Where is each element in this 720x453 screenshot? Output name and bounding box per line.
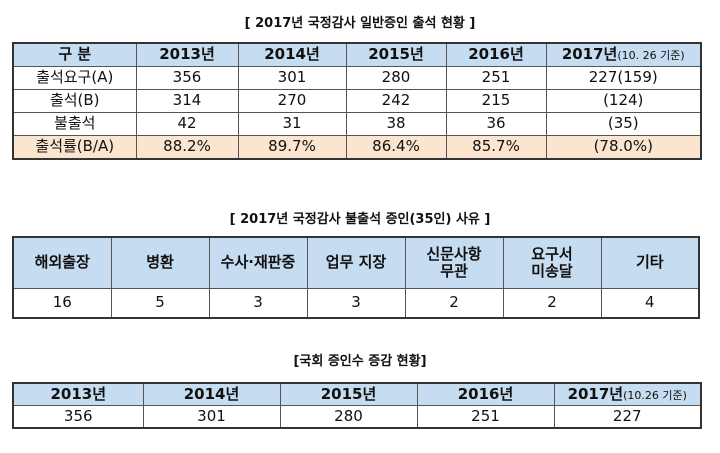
header-text: 신문사항 무관 <box>426 244 482 280</box>
cell: 42 <box>135 112 239 136</box>
table-body: 2013년 2014년 2015년 2016년 2017년(10.26 기준) 356 30… <box>12 382 702 429</box>
header-cell: 2014년 <box>237 42 347 67</box>
header-text: 2017년 <box>561 45 618 64</box>
header-text: 2016년 <box>457 384 514 403</box>
header-cell: 2016년 <box>416 382 555 406</box>
cell: 89.7% <box>237 135 347 160</box>
header-text: 2017년 <box>567 384 624 403</box>
cell: 5 <box>110 288 210 319</box>
cell: 301 <box>237 66 347 90</box>
table-body: 구 분 2013년 2014년 2015년 2016년 2017년(10. 26 기준) 출… <box>12 42 702 160</box>
cell: 270 <box>237 89 347 113</box>
header-cell: 2017년(10.26 기준) <box>553 382 702 406</box>
header-cell: 신문사항 무관 <box>404 236 504 289</box>
header-row: 2013년 2014년 2015년 2016년 2017년(10.26 기준) <box>12 382 702 406</box>
cell: 301 <box>142 405 281 429</box>
cell: 356 <box>12 405 144 429</box>
header-cell: 2017년(10. 26 기준) <box>545 42 702 67</box>
witness-count-table: 2013년 2014년 2015년 2016년 2017년(10.26 기준) 356 30… <box>12 382 702 429</box>
header-cell: 병환 <box>110 236 210 289</box>
cell: 280 <box>279 405 418 429</box>
header-text: 2014년 <box>264 45 320 64</box>
cell: 227 <box>553 405 702 429</box>
header-cell: 수사·재판중 <box>208 236 308 289</box>
cell: 227(159) <box>545 66 702 90</box>
cell: 출석률(B/A) <box>12 135 137 160</box>
absence-reason-table: 해외출장 병환 수사·재판중 업무 지장 신문사항 무관 요구서 미송달 기타 16 5 3 3 2 2… <box>12 236 700 319</box>
data-row: 16 5 3 3 2 2 4 <box>12 288 700 319</box>
table-title: [ 2017년 국정감사 일반증인 출석 현황 ] <box>244 16 476 31</box>
header-text: 2013년 <box>50 384 107 403</box>
header-text: 2013년 <box>159 45 215 64</box>
cell: 36 <box>445 112 547 136</box>
header-row: 해외출장 병환 수사·재판중 업무 지장 신문사항 무관 요구서 미송달 기타 <box>12 236 700 289</box>
data-row: 출석요구(A) 356 301 280 251 227(159) <box>12 66 702 90</box>
cell: 215 <box>445 89 547 113</box>
cell: 88.2% <box>135 135 239 160</box>
header-text: 구 분 <box>58 45 92 64</box>
header-text: 요구서 미송달 <box>531 244 573 280</box>
header-text: 2015년 <box>368 45 424 64</box>
header-cell: 2014년 <box>142 382 281 406</box>
header-cell: 구 분 <box>12 42 137 67</box>
header-row: 구 분 2013년 2014년 2015년 2016년 2017년(10. 26 기준) <box>12 42 702 67</box>
data-row: 불출석 42 31 38 36 (35) <box>12 112 702 136</box>
table-title: [ 2017년 국정감사 불출석 증인(35인) 사유 ] <box>229 212 491 227</box>
cell: 242 <box>345 89 447 113</box>
header-cell: 업무 지장 <box>306 236 406 289</box>
header-text: 업무 지장 <box>325 253 387 272</box>
header-text: 2016년 <box>468 45 524 64</box>
attendance-table: 구 분 2013년 2014년 2015년 2016년 2017년(10. 26 기준) 출… <box>12 42 702 160</box>
cell: 16 <box>12 288 112 319</box>
cell: (124) <box>545 89 702 113</box>
cell: 출석(B) <box>12 89 137 113</box>
cell: 3 <box>306 288 406 319</box>
cell: 4 <box>600 288 700 319</box>
cell: 356 <box>135 66 239 90</box>
cell: 85.7% <box>445 135 547 160</box>
header-cell: 2015년 <box>345 42 447 67</box>
header-cell: 2013년 <box>135 42 239 67</box>
header-cell: 해외출장 <box>12 236 112 289</box>
data-row: 출석(B) 314 270 242 215 (124) <box>12 89 702 113</box>
header-text: 수사·재판중 <box>220 253 296 272</box>
data-row: 356 301 280 251 227 <box>12 405 702 429</box>
table-title: [국회 증인수 증감 현황] <box>293 354 427 369</box>
cell: (35) <box>545 112 702 136</box>
cell: 251 <box>445 66 547 90</box>
header-text: 2014년 <box>183 384 240 403</box>
cell: 31 <box>237 112 347 136</box>
header-text: 병환 <box>146 253 174 272</box>
cell: (78.0%) <box>545 135 702 160</box>
cell: 불출석 <box>12 112 137 136</box>
cell: 251 <box>416 405 555 429</box>
header-cell: 2016년 <box>445 42 547 67</box>
cell: 3 <box>208 288 308 319</box>
cell: 280 <box>345 66 447 90</box>
cell: 86.4% <box>345 135 447 160</box>
header-cell: 2013년 <box>12 382 144 406</box>
cell: 314 <box>135 89 239 113</box>
header-text: 2015년 <box>320 384 377 403</box>
header-text: 기타 <box>635 253 664 272</box>
header-note: (10. 26 기준) <box>617 49 685 63</box>
table-body: 해외출장 병환 수사·재판중 업무 지장 신문사항 무관 요구서 미송달 기타 16 5 3 3 2 2… <box>12 236 700 319</box>
header-text: 해외출장 <box>34 253 90 272</box>
header-note: (10.26 기준) <box>623 388 687 402</box>
cell: 2 <box>502 288 602 319</box>
header-cell: 2015년 <box>279 382 418 406</box>
header-cell: 기타 <box>600 236 700 289</box>
cell: 38 <box>345 112 447 136</box>
header-cell: 요구서 미송달 <box>502 236 602 289</box>
data-row: 출석률(B/A) 88.2% 89.7% 86.4% 85.7% (78.0%) <box>12 135 702 160</box>
cell: 출석요구(A) <box>12 66 137 90</box>
cell: 2 <box>404 288 504 319</box>
